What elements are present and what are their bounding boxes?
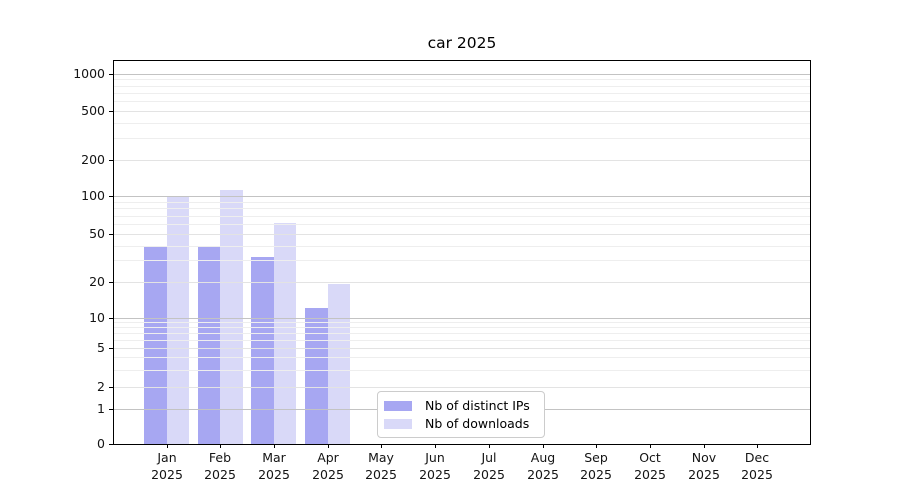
chart-title: car 2025 — [427, 34, 497, 52]
x-tick-label-dec: Dec 2025 — [741, 450, 773, 482]
y-tick-5 — [109, 348, 113, 349]
bar-distinct-ips-jan — [144, 245, 167, 444]
x-tick-may — [381, 444, 382, 448]
y-tick-label-10: 10 — [89, 310, 105, 325]
y-tick-label-500: 500 — [81, 103, 105, 118]
legend: Nb of distinct IPs Nb of downloads — [377, 391, 545, 438]
y-tick-label-100: 100 — [81, 188, 105, 203]
y-tick-label-0: 0 — [97, 436, 105, 451]
gridline-10 — [114, 318, 810, 319]
bar-distinct-ips-feb — [197, 245, 221, 444]
x-tick-mar — [274, 444, 275, 448]
gridline-minor-900 — [114, 79, 810, 80]
x-tick-label-feb: Feb 2025 — [204, 450, 236, 482]
gridline-minor-80 — [114, 208, 810, 209]
x-tick-nov — [704, 444, 705, 448]
y-tick-label-1: 1 — [97, 401, 105, 416]
gridline-minor-4 — [114, 357, 810, 358]
x-tick-label-apr: Apr 2025 — [312, 450, 344, 482]
gridline-minor-6 — [114, 340, 810, 341]
legend-item-downloads: Nb of downloads — [384, 417, 536, 431]
x-tick-oct — [650, 444, 651, 448]
x-tick-aug — [543, 444, 544, 448]
legend-item-distinct-ips: Nb of distinct IPs — [384, 399, 536, 413]
gridline-200 — [114, 160, 810, 161]
x-tick-jun — [435, 444, 436, 448]
x-tick-label-nov: Nov 2025 — [688, 450, 720, 482]
x-tick-feb — [220, 444, 221, 448]
gridline-20 — [114, 282, 810, 283]
y-tick-label-20: 20 — [89, 274, 105, 289]
y-tick-200 — [109, 160, 113, 161]
y-tick-10 — [109, 318, 113, 319]
gridline-minor-40 — [114, 246, 810, 247]
gridline-minor-60 — [114, 224, 810, 225]
y-tick-2 — [109, 387, 113, 388]
x-tick-label-aug: Aug 2025 — [527, 450, 559, 482]
x-tick-label-jul: Jul 2025 — [473, 450, 505, 482]
y-tick-20 — [109, 282, 113, 283]
legend-label-distinct-ips: Nb of distinct IPs — [425, 398, 530, 413]
gridline-minor-70 — [114, 216, 810, 217]
bar-downloads-feb — [220, 190, 243, 444]
gridline-100 — [114, 196, 810, 197]
bar-distinct-ips-mar — [251, 257, 274, 444]
x-tick-dec — [757, 444, 758, 448]
gridline-minor-800 — [114, 86, 810, 87]
y-tick-0 — [109, 444, 113, 445]
x-tick-jan — [167, 444, 168, 448]
x-tick-label-sep: Sep 2025 — [580, 450, 612, 482]
x-tick-sep — [596, 444, 597, 448]
gridline-minor-90 — [114, 202, 810, 203]
x-tick-label-jun: Jun 2025 — [419, 450, 451, 482]
gridline-500 — [114, 111, 810, 112]
bar-downloads-jan — [166, 196, 189, 444]
gridline-1000 — [114, 74, 810, 75]
y-tick-label-1000: 1000 — [73, 66, 105, 81]
gridline-minor-9 — [114, 322, 810, 323]
y-tick-500 — [109, 111, 113, 112]
y-tick-1000 — [109, 74, 113, 75]
x-tick-label-jan: Jan 2025 — [151, 450, 183, 482]
gridline-minor-400 — [114, 123, 810, 124]
gridline-minor-30 — [114, 260, 810, 261]
bar-downloads-apr — [327, 284, 351, 444]
gridline-50 — [114, 234, 810, 235]
y-tick-1 — [109, 409, 113, 410]
gridline-2 — [114, 387, 810, 388]
x-tick-apr — [328, 444, 329, 448]
gridline-minor-700 — [114, 93, 810, 94]
y-tick-50 — [109, 234, 113, 235]
y-tick-label-5: 5 — [97, 340, 105, 355]
y-tick-label-200: 200 — [81, 152, 105, 167]
bar-distinct-ips-apr — [305, 308, 328, 444]
gridline-minor-7 — [114, 333, 810, 334]
x-tick-label-mar: Mar 2025 — [258, 450, 290, 482]
legend-swatch-downloads-icon — [384, 419, 412, 429]
gridline-minor-600 — [114, 101, 810, 102]
gridline-5 — [114, 348, 810, 349]
y-tick-label-50: 50 — [89, 226, 105, 241]
y-tick-100 — [109, 196, 113, 197]
x-tick-label-oct: Oct 2025 — [634, 450, 666, 482]
gridline-minor-8 — [114, 327, 810, 328]
x-tick-label-may: May 2025 — [365, 450, 397, 482]
legend-label-downloads: Nb of downloads — [425, 416, 530, 431]
gridline-minor-3 — [114, 370, 810, 371]
gridline-minor-300 — [114, 138, 810, 139]
x-tick-jul — [489, 444, 490, 448]
legend-swatch-distinct-ips-icon — [384, 401, 412, 411]
y-tick-label-2: 2 — [97, 379, 105, 394]
